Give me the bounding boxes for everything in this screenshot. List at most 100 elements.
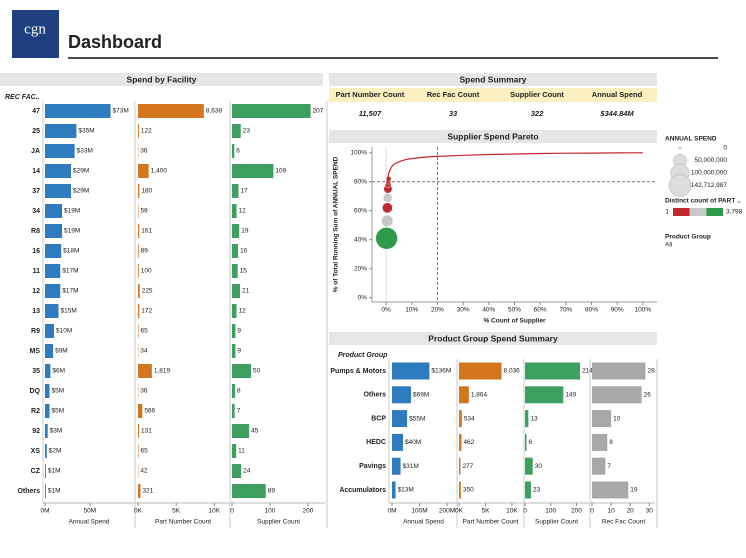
bar bbox=[592, 433, 608, 451]
value-label: $29M bbox=[73, 168, 89, 175]
bar bbox=[45, 404, 50, 418]
bar bbox=[138, 244, 139, 258]
pareto-point bbox=[381, 214, 394, 228]
bar bbox=[525, 410, 529, 428]
category-label: 13 bbox=[32, 308, 40, 315]
value-label: 8 bbox=[237, 388, 241, 395]
summary-value: 11,507 bbox=[359, 109, 382, 118]
filter-title: Product Group bbox=[665, 234, 711, 241]
value-label: 59 bbox=[140, 208, 148, 215]
bar bbox=[45, 224, 63, 238]
bar bbox=[525, 362, 581, 380]
x-tick-label: 100% bbox=[635, 307, 652, 314]
pareto-curve bbox=[386, 152, 643, 182]
bar bbox=[592, 457, 606, 475]
category-title: REC FAC.. bbox=[5, 94, 40, 101]
bar bbox=[232, 224, 240, 238]
summary-column: Rec Fac Count bbox=[427, 90, 480, 99]
value-label: 30 bbox=[535, 463, 543, 470]
bar bbox=[392, 457, 401, 475]
panel-title: Product Group Spend Summary bbox=[428, 333, 558, 343]
bar bbox=[232, 164, 274, 178]
pareto-point bbox=[382, 192, 393, 203]
bar bbox=[459, 481, 461, 499]
category-label: 35 bbox=[32, 368, 40, 375]
x-tick-label: 0% bbox=[381, 307, 391, 314]
bar bbox=[232, 384, 236, 398]
value-label: 109 bbox=[275, 168, 286, 175]
value-label: 9 bbox=[237, 348, 241, 355]
y-tick-label: 80% bbox=[354, 178, 367, 185]
value-label: 89 bbox=[268, 488, 276, 495]
x-tick-label: 10% bbox=[405, 307, 418, 314]
summary-value: $344.84M bbox=[599, 109, 634, 118]
bar bbox=[138, 104, 204, 118]
legend-label: 142,712,987 bbox=[691, 182, 728, 189]
bar bbox=[45, 384, 50, 398]
value-label: 172 bbox=[141, 308, 152, 315]
legend-title: Distinct count of PART .. bbox=[665, 198, 741, 205]
bar bbox=[525, 457, 533, 475]
category-label: R8 bbox=[31, 228, 40, 235]
bar bbox=[232, 184, 239, 198]
value-label: 12 bbox=[239, 308, 247, 315]
value-label: $33M bbox=[77, 148, 93, 155]
value-label: $18M bbox=[63, 248, 79, 255]
value-label: 28 bbox=[647, 368, 655, 375]
bar bbox=[232, 204, 237, 218]
value-label: $35M bbox=[78, 128, 94, 135]
x-tick-label: 20 bbox=[627, 508, 635, 515]
value-label: $136M bbox=[431, 368, 451, 375]
axis-title: Part Number Count bbox=[463, 519, 519, 526]
value-label: 321 bbox=[142, 488, 153, 495]
value-label: $40M bbox=[405, 439, 421, 446]
value-label: 149 bbox=[565, 392, 576, 399]
bar bbox=[232, 364, 251, 378]
category-label: 11 bbox=[33, 268, 41, 275]
bar bbox=[138, 224, 140, 238]
value-label: 45 bbox=[251, 428, 259, 435]
legend-color bbox=[689, 208, 707, 216]
value-label: 161 bbox=[141, 228, 152, 235]
bar bbox=[459, 362, 502, 380]
bar bbox=[232, 244, 239, 258]
category-label: JA bbox=[31, 148, 40, 155]
value-label: $13M bbox=[398, 487, 414, 494]
legend-title: ANNUAL SPEND bbox=[665, 136, 717, 143]
x-tick-label: 200 bbox=[571, 508, 582, 515]
x-tick-label: 0 bbox=[230, 508, 234, 515]
value-label: 19 bbox=[630, 487, 638, 494]
x-tick-label: 90% bbox=[611, 307, 624, 314]
x-tick-label: 0 bbox=[590, 508, 594, 515]
y-tick-label: 0% bbox=[358, 294, 368, 301]
dashboard-title: Dashboard bbox=[68, 32, 162, 52]
pareto-point bbox=[382, 202, 393, 214]
value-label: $29M bbox=[73, 188, 89, 195]
bar bbox=[45, 324, 54, 338]
summary-header bbox=[329, 73, 657, 86]
bar bbox=[138, 264, 139, 278]
bar bbox=[45, 164, 72, 178]
bar bbox=[232, 264, 238, 278]
legend-label: 100,000,000 bbox=[691, 170, 728, 177]
legend-size bbox=[668, 174, 692, 197]
summary-column: Annual Spend bbox=[592, 90, 643, 99]
category-title: Product Group bbox=[338, 352, 388, 359]
value-label: 26 bbox=[644, 392, 652, 399]
bar bbox=[45, 344, 54, 358]
bar bbox=[392, 410, 408, 428]
value-label: $9M bbox=[55, 348, 68, 355]
value-label: $55M bbox=[409, 415, 425, 422]
x-tick-label: 70% bbox=[559, 307, 572, 314]
category-label: 14 bbox=[32, 168, 40, 175]
category-label: Others bbox=[17, 488, 40, 495]
bar bbox=[138, 164, 149, 178]
bar bbox=[232, 484, 266, 498]
category-label: DQ bbox=[30, 388, 41, 395]
value-label: 17 bbox=[240, 188, 248, 195]
category-label: Pumps & Motors bbox=[330, 368, 386, 375]
bar bbox=[232, 464, 242, 478]
bar bbox=[232, 284, 240, 298]
x-tick-label: 100M bbox=[411, 508, 427, 515]
bar bbox=[232, 304, 237, 318]
